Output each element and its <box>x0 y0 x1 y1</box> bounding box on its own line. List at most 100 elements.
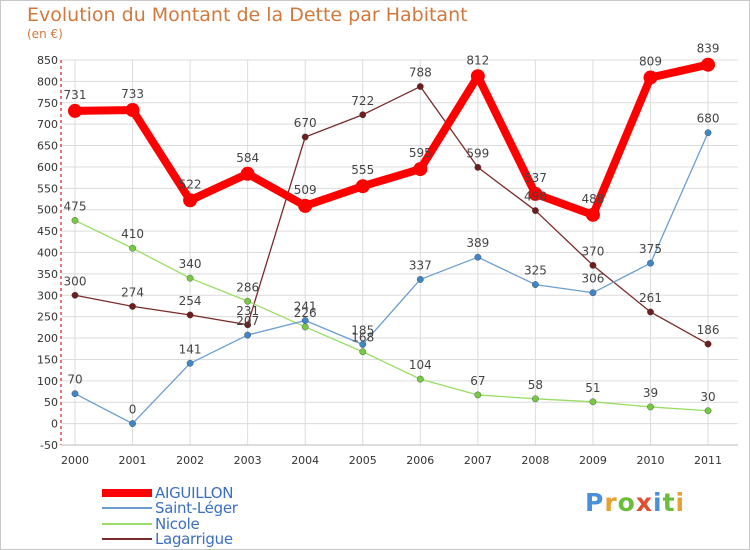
y-tick-label: 850 <box>37 54 58 67</box>
data-point-aiguillon <box>470 69 485 84</box>
y-tick-label: 800 <box>37 75 58 88</box>
data-label-nicole: 58 <box>528 378 543 392</box>
data-point-aiguillon <box>183 193 198 208</box>
data-label-saint-l-ger: 306 <box>581 272 604 286</box>
y-tick-label: 750 <box>37 97 58 110</box>
data-point-nicole <box>244 297 252 305</box>
data-point-lagarrigue <box>704 340 712 348</box>
data-label-saint-l-ger: 389 <box>466 236 489 250</box>
data-label-saint-l-ger: 185 <box>351 323 374 337</box>
legend-swatch-aiguillon <box>102 489 152 497</box>
data-label-aiguillon: 595 <box>409 146 432 160</box>
chart-subtitle: (en €) <box>27 27 63 41</box>
data-point-saint-l-ger <box>589 289 597 297</box>
y-tick-label: 100 <box>37 375 58 388</box>
y-tick-label: 300 <box>37 289 58 302</box>
y-tick-label: 700 <box>37 118 58 131</box>
data-point-aiguillon <box>413 162 428 177</box>
y-tick-label: 650 <box>37 140 58 153</box>
data-label-nicole: 30 <box>700 390 715 404</box>
data-label-lagarrigue: 788 <box>409 66 432 80</box>
data-point-saint-l-ger <box>186 359 194 367</box>
data-point-lagarrigue <box>359 111 367 119</box>
y-tick-label: 450 <box>37 225 58 238</box>
data-label-nicole: 410 <box>121 227 144 241</box>
x-tick-label: 2003 <box>234 454 262 467</box>
series-line-nicole <box>74 219 709 412</box>
data-label-saint-l-ger: 241 <box>294 300 317 314</box>
data-point-saint-l-ger <box>244 331 252 339</box>
data-label-nicole: 51 <box>585 381 600 395</box>
x-tick-label: 2011 <box>694 454 722 467</box>
data-label-saint-l-ger: 680 <box>697 112 720 126</box>
series-line-aiguillon <box>71 60 713 219</box>
series-line-lagarrigue <box>74 85 709 345</box>
data-point-nicole <box>647 403 654 411</box>
y-tick-label: 0 <box>51 418 58 431</box>
data-point-lagarrigue <box>244 321 252 329</box>
data-point-saint-l-ger <box>532 281 539 288</box>
data-point-saint-l-ger <box>71 390 79 398</box>
data-point-lagarrigue <box>647 308 654 316</box>
data-label-lagarrigue: 670 <box>294 116 317 130</box>
x-tick-label: 2005 <box>349 454 377 467</box>
data-point-nicole <box>301 323 309 331</box>
data-label-aiguillon: 809 <box>639 55 662 69</box>
data-label-aiguillon: 731 <box>64 88 87 102</box>
data-label-aiguillon: 509 <box>294 183 317 197</box>
legend-label-saint-leger: Saint-Léger <box>155 499 238 517</box>
data-label-saint-l-ger: 70 <box>67 373 82 387</box>
y-tick-label: 600 <box>37 161 58 174</box>
data-point-nicole <box>416 375 424 383</box>
x-tick-label: 2006 <box>406 454 434 467</box>
data-label-aiguillon: 733 <box>121 87 144 101</box>
data-point-saint-l-ger <box>359 341 367 348</box>
x-tick-label: 2001 <box>119 454 147 467</box>
data-point-lagarrigue <box>129 302 136 310</box>
data-point-lagarrigue <box>71 291 79 299</box>
data-point-nicole <box>359 348 367 356</box>
data-label-aiguillon: 537 <box>524 171 547 185</box>
proxiti-logo: Proxiti <box>585 488 686 517</box>
data-point-nicole <box>589 398 597 406</box>
data-label-lagarrigue: 254 <box>179 294 202 308</box>
data-label-nicole: 67 <box>470 374 485 388</box>
data-point-lagarrigue <box>301 133 309 141</box>
x-tick-label: 2009 <box>579 454 607 467</box>
x-tick-label: 2004 <box>291 454 319 467</box>
legend-label-lagarrigue: Lagarrigue <box>155 530 233 548</box>
data-label-nicole: 286 <box>236 280 259 294</box>
x-tick-label: 2002 <box>176 454 204 467</box>
y-tick-label: 50 <box>44 396 58 409</box>
data-point-saint-l-ger <box>301 317 309 324</box>
series-line-saint-l-ger <box>74 132 709 425</box>
data-point-saint-l-ger <box>647 259 654 267</box>
data-point-aiguillon <box>68 103 82 118</box>
data-label-saint-l-ger: 375 <box>639 242 662 256</box>
legend-item-lagarrigue: Lagarrigue <box>102 530 233 548</box>
y-tick-label: 350 <box>37 268 58 281</box>
y-tick-label: 500 <box>37 204 58 217</box>
data-label-nicole: 168 <box>351 331 374 345</box>
data-point-saint-l-ger <box>474 253 482 261</box>
data-point-aiguillon <box>125 103 140 118</box>
data-point-aiguillon <box>355 179 370 194</box>
data-point-aiguillon <box>298 198 313 213</box>
data-label-nicole: 340 <box>179 257 202 271</box>
x-tick-label: 2000 <box>61 454 89 467</box>
data-point-aiguillon <box>240 166 255 181</box>
data-point-nicole <box>129 244 136 252</box>
legend-item-nicole: Nicole <box>102 515 200 533</box>
data-point-lagarrigue <box>474 163 482 171</box>
y-tick-label: 200 <box>37 332 58 345</box>
data-point-aiguillon <box>528 186 543 201</box>
y-tick-label: 150 <box>37 353 58 366</box>
data-point-lagarrigue <box>532 207 539 214</box>
data-label-saint-l-ger: 337 <box>409 258 432 272</box>
data-label-saint-l-ger: 141 <box>179 342 202 356</box>
data-point-aiguillon <box>701 57 716 72</box>
x-tick-label: 2008 <box>521 454 549 467</box>
data-point-aiguillon <box>585 207 600 222</box>
data-point-saint-l-ger <box>704 129 712 137</box>
